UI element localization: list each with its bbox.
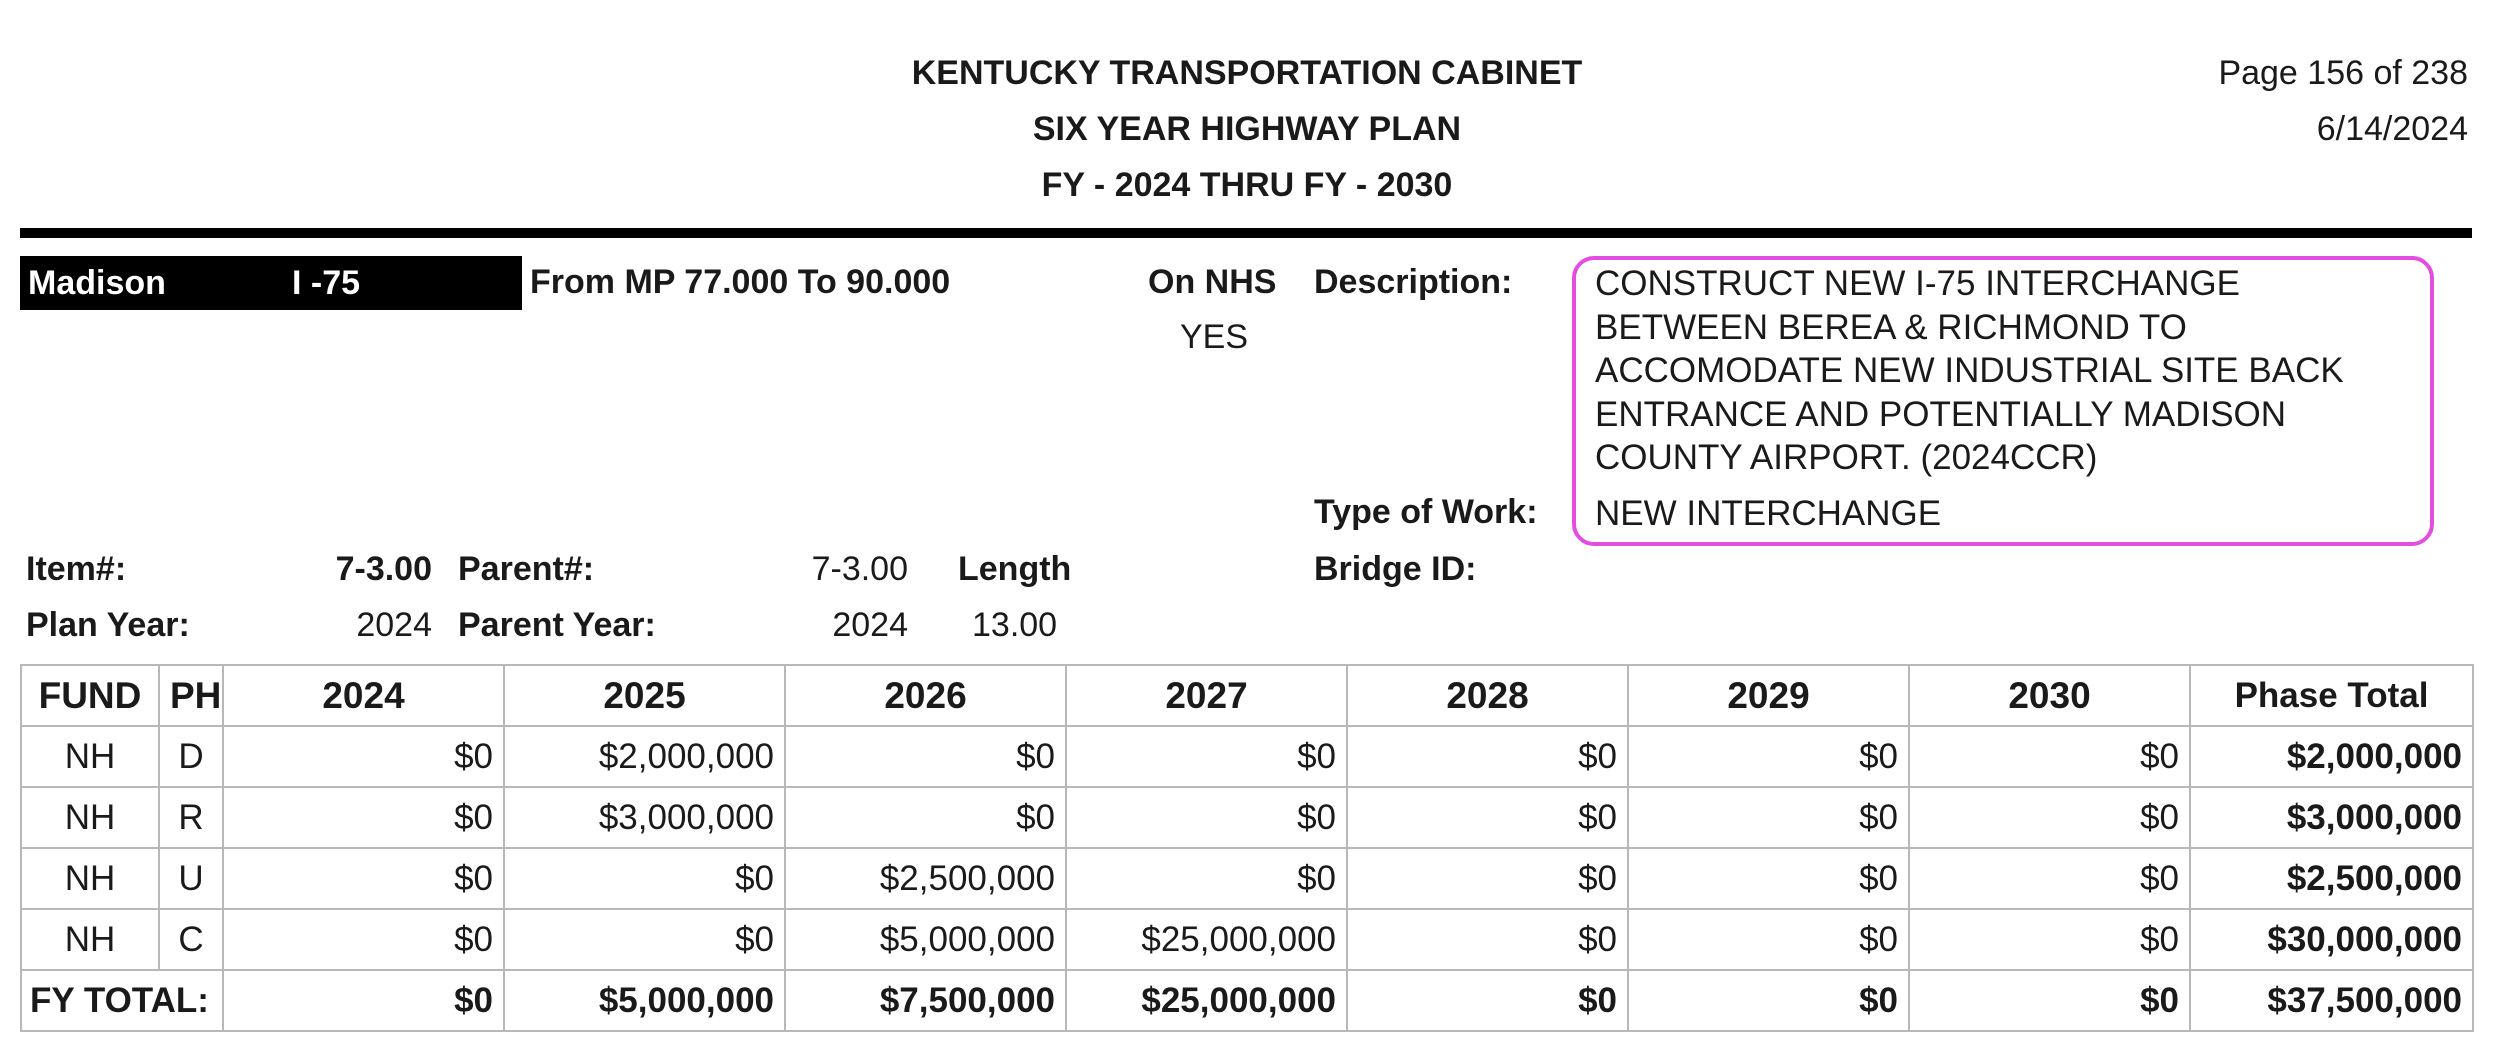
phase-cell: R <box>158 786 224 849</box>
col-header-2029: 2029 <box>1627 664 1910 727</box>
on-nhs-label: On NHS <box>1148 263 1277 301</box>
phase-cell: D <box>158 725 224 788</box>
parent-year-label: Parent Year: <box>458 606 656 644</box>
grand-total-cell: $37,500,000 <box>2189 969 2474 1032</box>
amount-cell: $5,000,000 <box>784 908 1067 971</box>
bridge-id-label: Bridge ID: <box>1314 550 1477 588</box>
route-label: I -75 <box>284 256 522 310</box>
fy-total-label: FY TOTAL: <box>20 969 224 1032</box>
amount-cell: $2,000,000 <box>503 725 786 788</box>
length-label: Length <box>958 550 1072 588</box>
amount-cell: $0 <box>1065 725 1348 788</box>
col-header-phase: PH <box>158 664 224 727</box>
phase-total-cell: $2,500,000 <box>2189 847 2474 910</box>
type-of-work-label: Type of Work: <box>1314 493 1538 531</box>
description-label: Description: <box>1314 263 1513 301</box>
amount-cell: $0 <box>1627 786 1910 849</box>
header-divider <box>20 228 2472 238</box>
amount-cell: $0 <box>222 908 505 971</box>
project-limits: From MP 77.000 To 90.000 <box>530 263 951 301</box>
plan-year-label: Plan Year: <box>26 606 190 644</box>
amount-cell: $0 <box>222 847 505 910</box>
amount-cell: $0 <box>1908 908 2191 971</box>
amount-cell: $3,000,000 <box>503 786 786 849</box>
header-fiscal-years: FY - 2024 THRU FY - 2030 <box>1041 166 1453 204</box>
phase-cell: C <box>158 908 224 971</box>
table-row: NH C $0 $0 $5,000,000 $25,000,000 $0 $0 … <box>20 908 2474 971</box>
table-header-row: FUND PH 2024 2025 2026 2027 2028 2029 20… <box>20 664 2474 727</box>
report-date: 6/14/2024 <box>2316 110 2468 148</box>
fund-cell: NH <box>20 847 160 910</box>
table-row: NH D $0 $2,000,000 $0 $0 $0 $0 $0 $2,000… <box>20 725 2474 788</box>
col-header-2025: 2025 <box>503 664 786 727</box>
col-header-2030: 2030 <box>1908 664 2191 727</box>
funding-table: FUND PH 2024 2025 2026 2027 2028 2029 20… <box>20 664 2474 1032</box>
fund-cell: NH <box>20 786 160 849</box>
fy-total-cell: $5,000,000 <box>503 969 786 1032</box>
amount-cell: $0 <box>1065 847 1348 910</box>
phase-total-cell: $3,000,000 <box>2189 786 2474 849</box>
amount-cell: $25,000,000 <box>1065 908 1348 971</box>
fy-total-cell: $0 <box>1908 969 2191 1032</box>
amount-cell: $0 <box>1627 725 1910 788</box>
plan-year-value: 2024 <box>356 606 432 644</box>
amount-cell: $0 <box>503 908 786 971</box>
table-row: NH U $0 $0 $2,500,000 $0 $0 $0 $0 $2,500… <box>20 847 2474 910</box>
parent-number: 7-3.00 <box>811 550 908 588</box>
amount-cell: $0 <box>503 847 786 910</box>
page-number: Page 156 of 238 <box>2218 54 2468 92</box>
item-label: Item#: <box>26 550 127 588</box>
fy-total-cell: $0 <box>1627 969 1910 1032</box>
amount-cell: $0 <box>784 786 1067 849</box>
col-header-2027: 2027 <box>1065 664 1348 727</box>
fy-total-cell: $0 <box>1346 969 1629 1032</box>
county-label: Madison <box>20 256 284 310</box>
fy-total-row: FY TOTAL: $0 $5,000,000 $7,500,000 $25,0… <box>20 969 2474 1032</box>
amount-cell: $0 <box>1908 847 2191 910</box>
amount-cell: $0 <box>222 786 505 849</box>
col-header-2028: 2028 <box>1346 664 1629 727</box>
amount-cell: $0 <box>1346 725 1629 788</box>
amount-cell: $0 <box>1346 786 1629 849</box>
table-row: NH R $0 $3,000,000 $0 $0 $0 $0 $0 $3,000… <box>20 786 2474 849</box>
description-highlight-box <box>1572 256 2434 546</box>
fund-cell: NH <box>20 725 160 788</box>
parent-year-value: 2024 <box>832 606 908 644</box>
phase-cell: U <box>158 847 224 910</box>
fy-total-cell: $25,000,000 <box>1065 969 1348 1032</box>
description-text: CONSTRUCT NEW I-75 INTERCHANGE BETWEEN B… <box>1595 264 2344 477</box>
phase-total-cell: $2,000,000 <box>2189 725 2474 788</box>
fy-total-cell: $7,500,000 <box>784 969 1067 1032</box>
amount-cell: $0 <box>1065 786 1348 849</box>
fund-cell: NH <box>20 908 160 971</box>
amount-cell: $0 <box>784 725 1067 788</box>
col-header-fund: FUND <box>20 664 160 727</box>
header-agency: KENTUCKY TRANSPORTATION CABINET <box>911 54 1583 92</box>
length-value: 13.00 <box>972 606 1058 644</box>
amount-cell: $2,500,000 <box>784 847 1067 910</box>
amount-cell: $0 <box>1908 786 2191 849</box>
amount-cell: $0 <box>1627 847 1910 910</box>
amount-cell: $0 <box>1908 725 2191 788</box>
amount-cell: $0 <box>1346 847 1629 910</box>
amount-cell: $0 <box>1627 908 1910 971</box>
on-nhs-value: YES <box>1180 318 1249 356</box>
amount-cell: $0 <box>1346 908 1629 971</box>
item-number: 7-3.00 <box>335 550 432 588</box>
col-header-2026: 2026 <box>784 664 1067 727</box>
parent-label: Parent#: <box>458 550 595 588</box>
col-header-2024: 2024 <box>222 664 505 727</box>
type-of-work-value: NEW INTERCHANGE <box>1595 494 1942 533</box>
header-plan-title: SIX YEAR HIGHWAY PLAN <box>1032 110 1462 148</box>
col-header-phase-total: Phase Total <box>2189 664 2474 727</box>
phase-total-cell: $30,000,000 <box>2189 908 2474 971</box>
fy-total-cell: $0 <box>222 969 505 1032</box>
amount-cell: $0 <box>222 725 505 788</box>
